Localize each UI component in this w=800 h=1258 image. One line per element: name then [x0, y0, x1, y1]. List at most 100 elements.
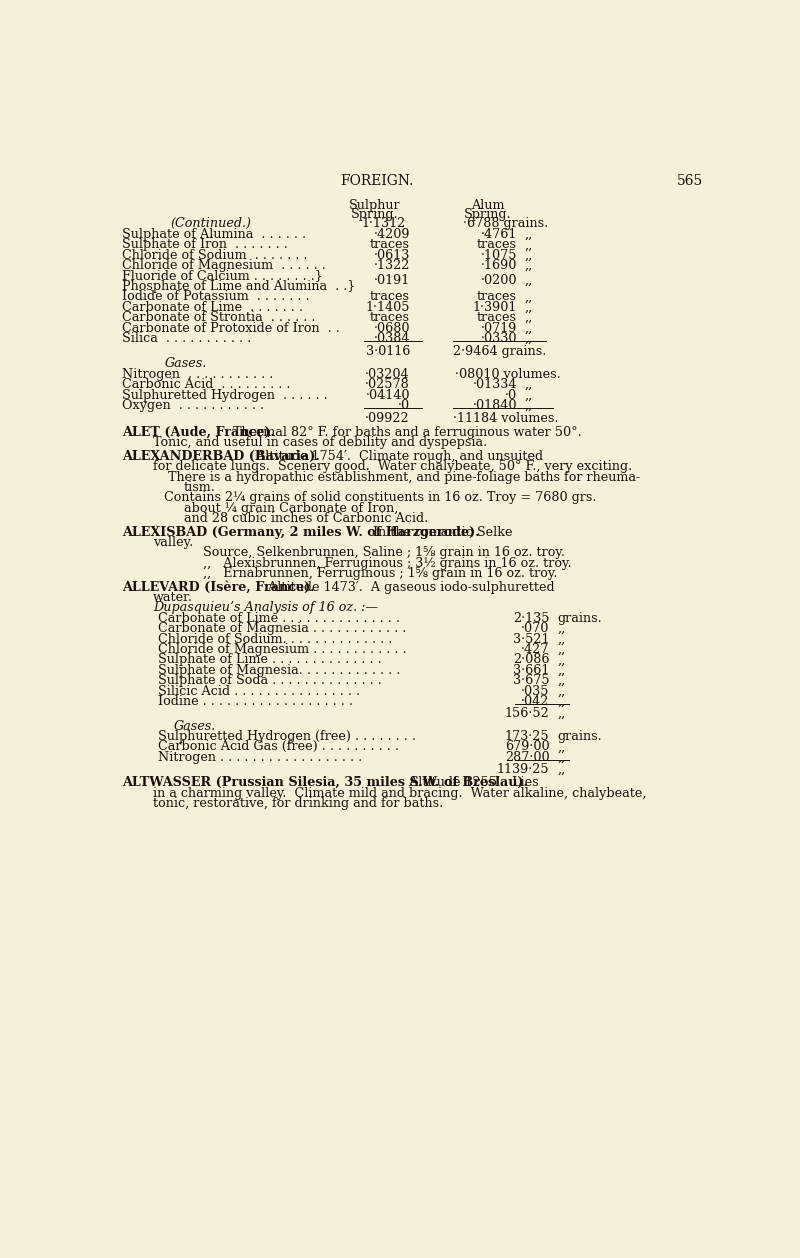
Text: ·0719: ·0719 — [481, 322, 517, 335]
Text: Carbonic Acid Gas (free) . . . . . . . . . .: Carbonic Acid Gas (free) . . . . . . . .… — [158, 741, 399, 754]
Text: ,,: ,, — [525, 301, 533, 313]
Text: grains.: grains. — [558, 730, 602, 743]
Text: Contains 2¼ grains of solid constituents in 16 oz. Troy = 7680 grs.: Contains 2¼ grains of solid constituents… — [164, 492, 597, 504]
Text: 3·521: 3·521 — [513, 633, 550, 645]
Text: ,,: ,, — [558, 633, 566, 645]
Text: 3·0116: 3·0116 — [366, 345, 410, 357]
Text: ·042: ·042 — [521, 694, 550, 708]
Text: Sulphate of Magnesia. . . . . . . . . . . . .: Sulphate of Magnesia. . . . . . . . . . … — [158, 664, 401, 677]
Text: Altitude 1255′.  Lies: Altitude 1255′. Lies — [401, 776, 538, 789]
Text: Altitude 1473′.  A gaseous iodo-sulphuretted: Altitude 1473′. A gaseous iodo-sulphuret… — [260, 581, 554, 594]
Text: ·0191: ·0191 — [374, 274, 410, 287]
Text: Nitrogen . . . . . . . . . . . . . . . . . .: Nitrogen . . . . . . . . . . . . . . . .… — [158, 751, 362, 764]
Text: ,,: ,, — [558, 762, 566, 776]
Text: ·04140: ·04140 — [366, 389, 410, 401]
Text: ·0384: ·0384 — [374, 332, 410, 345]
Text: ·0330: ·0330 — [481, 332, 517, 345]
Text: ·035: ·035 — [521, 684, 550, 698]
Text: traces: traces — [370, 291, 410, 303]
Text: ·02578: ·02578 — [366, 379, 410, 391]
Text: Tonic, and useful in cases of debility and dyspepsia.: Tonic, and useful in cases of debility a… — [153, 437, 487, 449]
Text: Thermal 82° F. for baths and a ferruginous water 50°.: Thermal 82° F. for baths and a ferrugino… — [225, 426, 582, 439]
Text: ,,: ,, — [558, 653, 566, 667]
Text: Gases.: Gases. — [174, 720, 216, 732]
Text: 679·00: 679·00 — [505, 741, 550, 754]
Text: about ¼ grain Carbonate of Iron,: about ¼ grain Carbonate of Iron, — [184, 502, 398, 515]
Text: traces: traces — [477, 238, 517, 252]
Text: ALLEVARD (Isère, France).: ALLEVARD (Isère, France). — [122, 581, 314, 594]
Text: and 28 cubic inches of Carbonic Acid.: and 28 cubic inches of Carbonic Acid. — [184, 512, 428, 525]
Text: ,,: ,, — [525, 291, 533, 303]
Text: ,,: ,, — [558, 684, 566, 698]
Text: ·0613: ·0613 — [374, 249, 410, 262]
Text: ,,: ,, — [558, 623, 566, 635]
Text: ALET (Aude, France).: ALET (Aude, France). — [122, 426, 274, 439]
Text: ,,: ,, — [558, 707, 566, 720]
Text: ,,: ,, — [525, 249, 533, 262]
Text: Chloride of Sodium. . . . . . . . . . . . . .: Chloride of Sodium. . . . . . . . . . . … — [158, 633, 393, 645]
Text: Chloride of Magnesium  . . . . . .: Chloride of Magnesium . . . . . . — [122, 259, 326, 272]
Text: Iodide of Potassium  . . . . . . .: Iodide of Potassium . . . . . . . — [122, 291, 310, 303]
Text: In the romantic Selke: In the romantic Selke — [365, 526, 513, 538]
Text: 2·086: 2·086 — [513, 653, 550, 667]
Text: Sulphate of Alumina  . . . . . .: Sulphate of Alumina . . . . . . — [122, 228, 306, 242]
Text: Sulphate of Soda . . . . . . . . . . . . . .: Sulphate of Soda . . . . . . . . . . . .… — [158, 674, 382, 687]
Text: 173·25: 173·25 — [505, 730, 550, 743]
Text: ·1322: ·1322 — [374, 259, 410, 272]
Text: ·11184 volumes.: ·11184 volumes. — [453, 411, 558, 425]
Text: traces: traces — [477, 291, 517, 303]
Text: Carbonate of Protoxide of Iron  . .: Carbonate of Protoxide of Iron . . — [122, 322, 339, 335]
Text: ·09922: ·09922 — [366, 411, 410, 425]
Text: ·1690: ·1690 — [481, 259, 517, 272]
Text: ·427: ·427 — [521, 643, 550, 655]
Text: ,,   Ernabrunnen, Ferruginous ; 1⅝ grain in 16 oz. troy.: ,, Ernabrunnen, Ferruginous ; 1⅝ grain i… — [203, 567, 558, 580]
Text: Silicic Acid . . . . . . . . . . . . . . . .: Silicic Acid . . . . . . . . . . . . . .… — [158, 684, 360, 698]
Text: ,,: ,, — [558, 741, 566, 754]
Text: Carbonate of Lime . . . . . . . . . . . . . . .: Carbonate of Lime . . . . . . . . . . . … — [158, 611, 400, 625]
Text: ,,: ,, — [525, 259, 533, 272]
Text: ,,: ,, — [525, 322, 533, 335]
Text: FOREIGN.: FOREIGN. — [340, 174, 414, 187]
Text: ,,: ,, — [558, 694, 566, 708]
Text: ·03204: ·03204 — [366, 367, 410, 381]
Text: ·0200: ·0200 — [481, 274, 517, 287]
Text: ·1075: ·1075 — [481, 249, 517, 262]
Text: ,,: ,, — [525, 389, 533, 401]
Text: (Continued.): (Continued.) — [170, 218, 251, 230]
Text: 1·1405: 1·1405 — [366, 301, 410, 313]
Text: ·01840: ·01840 — [473, 399, 517, 411]
Text: ,,   Alexisbrunnen, Ferruginous ; 3½ grains in 16 oz. troy.: ,, Alexisbrunnen, Ferruginous ; 3½ grain… — [203, 557, 572, 570]
Text: ·4209: ·4209 — [374, 228, 410, 242]
Text: ,,: ,, — [525, 399, 533, 411]
Text: ,,: ,, — [558, 664, 566, 677]
Text: Carbonate of Lime  . . . . . . .: Carbonate of Lime . . . . . . . — [122, 301, 302, 313]
Text: ,,: ,, — [558, 751, 566, 764]
Text: ALEXANDERBAD (Bavaria).: ALEXANDERBAD (Bavaria). — [122, 449, 319, 463]
Text: Chloride of Sodium  . . . . . . .: Chloride of Sodium . . . . . . . — [122, 249, 307, 262]
Text: 1139·25: 1139·25 — [497, 762, 550, 776]
Text: tonic, restorative, for drinking and for baths.: tonic, restorative, for drinking and for… — [153, 798, 443, 810]
Text: 2·135: 2·135 — [513, 611, 550, 625]
Text: 156·52: 156·52 — [505, 707, 550, 720]
Text: Sulphate of Iron  . . . . . . .: Sulphate of Iron . . . . . . . — [122, 238, 287, 252]
Text: Carbonate of Strontia  . . . . . .: Carbonate of Strontia . . . . . . — [122, 311, 315, 325]
Text: Nitrogen  . . . . . . . . . . .: Nitrogen . . . . . . . . . . . — [122, 367, 273, 381]
Text: Altitude 1754′.  Climate rough, and unsuited: Altitude 1754′. Climate rough, and unsui… — [248, 449, 543, 463]
Text: 287·00: 287·00 — [505, 751, 550, 764]
Text: ,,: ,, — [525, 238, 533, 252]
Text: for delicate lungs.  Scenery good.  Water chalybeate, 50° F., very exciting.: for delicate lungs. Scenery good. Water … — [153, 460, 632, 473]
Text: ·0680: ·0680 — [374, 322, 410, 335]
Text: valley.: valley. — [153, 536, 193, 548]
Text: ·08010 volumes.: ·08010 volumes. — [455, 367, 561, 381]
Text: Spring.: Spring. — [351, 208, 399, 221]
Text: ,,: ,, — [525, 332, 533, 345]
Text: Alum: Alum — [470, 199, 504, 211]
Text: water.: water. — [153, 591, 193, 604]
Text: 565: 565 — [678, 174, 704, 187]
Text: tism.: tism. — [184, 481, 215, 494]
Text: traces: traces — [370, 238, 410, 252]
Text: Fluoride of Calcium . . . . . . . .}: Fluoride of Calcium . . . . . . . .} — [122, 269, 322, 283]
Text: ·6788 grains.: ·6788 grains. — [462, 218, 548, 230]
Text: Oxygen  . . . . . . . . . . .: Oxygen . . . . . . . . . . . — [122, 399, 264, 411]
Text: 1·3901: 1·3901 — [473, 301, 517, 313]
